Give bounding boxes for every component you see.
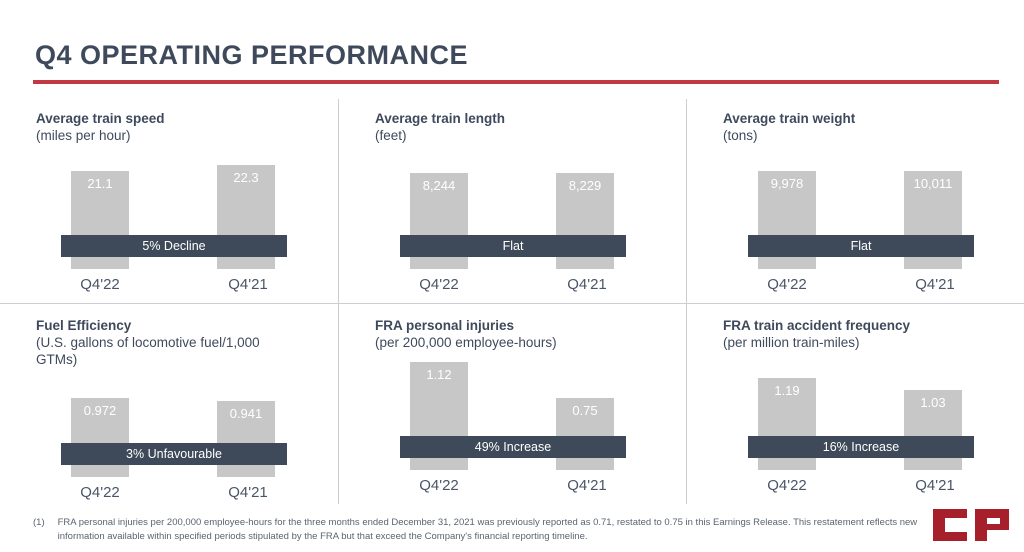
chart-fuel-efficiency: Fuel Efficiency (U.S. gallons of locomot… [0, 304, 339, 504]
chart-subtitle: (feet) [375, 127, 407, 143]
chart-title: FRA personal injuries [375, 318, 515, 333]
x-axis-labels: Q4'22 Q4'21 [748, 477, 974, 494]
bar-value-label: 10,011 [913, 176, 953, 191]
bar-q4-21: 0.941 [217, 400, 275, 477]
x-axis-labels: Q4'22 Q4'21 [748, 276, 974, 293]
cp-logo-icon [933, 509, 1009, 541]
chart-subtitle: (per million train-miles) [723, 334, 860, 350]
bar-q4-22: 0.972 [71, 397, 129, 477]
chart-fra-train-accident-frequency: FRA train accident frequency (per millio… [687, 304, 1024, 504]
bar-value-label: 22.3 [233, 170, 259, 185]
x-axis-labels: Q4'22 Q4'21 [61, 484, 287, 501]
change-banner: 16% Increase [748, 436, 974, 458]
chart-fra-personal-injuries: FRA personal injuries (per 200,000 emplo… [339, 304, 687, 504]
x-axis-labels: Q4'22 Q4'21 [400, 276, 626, 293]
bar-plot: 9,978 10,011 Flat [748, 157, 974, 269]
x-label-q4-21: Q4'21 [567, 276, 607, 293]
chart-subtitle: (miles per hour) [36, 127, 131, 143]
footnote-marker: (1) [33, 517, 45, 529]
chart-subtitle: (tons) [723, 127, 758, 143]
change-banner: 3% Unfavourable [61, 442, 287, 465]
chart-title: FRA train accident frequency [723, 318, 911, 333]
footnote-text: FRA personal injuries per 200,000 employ… [57, 517, 918, 542]
x-label-q4-21: Q4'21 [915, 477, 955, 494]
bar-value-label: 8,229 [568, 178, 602, 193]
bar-value-label: 0.941 [229, 405, 263, 421]
x-axis-labels: Q4'22 Q4'21 [61, 276, 287, 293]
x-label-q4-22: Q4'22 [419, 276, 459, 293]
x-label-q4-22: Q4'22 [767, 477, 807, 494]
x-axis-labels: Q4'22 Q4'21 [400, 477, 626, 494]
chart-title: Average train weight [723, 111, 856, 126]
bar-value-label: 0.972 [83, 402, 117, 418]
bar-plot: 0.972 0.941 3% Unfavourable [61, 369, 287, 477]
bar-value-label: 8,244 [422, 178, 456, 193]
change-banner: 5% Decline [61, 235, 287, 257]
x-label-q4-21: Q4'21 [915, 276, 955, 293]
chart-grid: Average train speed (miles per hour) 21.… [0, 99, 1024, 504]
change-banner: Flat [400, 235, 626, 257]
chart-average-train-speed: Average train speed (miles per hour) 21.… [0, 99, 339, 304]
bar-value-label: 21.1 [87, 176, 113, 191]
bar-value-label: 0.75 [572, 403, 598, 418]
accent-rule [33, 80, 999, 84]
bar-plot: 21.1 22.3 5% Decline [61, 157, 287, 269]
chart-subtitle: (U.S. gallons of locomotive fuel/1,000 G… [36, 334, 260, 367]
slide-header: Q4 OPERATING PERFORMANCE [0, 0, 1024, 84]
chart-average-train-weight: Average train weight (tons) 9,978 10,011… [687, 99, 1024, 304]
bar-value-label: 1.19 [774, 383, 800, 398]
bar-value-label: 1.12 [426, 367, 452, 382]
bar-q4-21: 0.75 [556, 398, 614, 470]
x-label-q4-21: Q4'21 [567, 477, 607, 494]
x-label-q4-22: Q4'22 [419, 477, 459, 494]
chart-subtitle: (per 200,000 employee-hours) [375, 334, 557, 350]
x-label-q4-21: Q4'21 [228, 483, 268, 501]
page-title: Q4 OPERATING PERFORMANCE [35, 40, 469, 70]
bar-q4-21: 1.03 [904, 390, 962, 470]
bar-plot: 8,244 8,229 Flat [400, 157, 626, 269]
x-label-q4-21: Q4'21 [228, 276, 268, 293]
chart-average-train-length: Average train length (feet) 8,244 8,229 … [339, 99, 687, 304]
bar-plot: 1.12 0.75 49% Increase [400, 362, 626, 470]
chart-title: Fuel Efficiency [36, 318, 132, 333]
x-label-q4-22: Q4'22 [767, 276, 807, 293]
x-label-q4-22: Q4'22 [80, 276, 120, 293]
bar-value-label: 1.03 [920, 395, 946, 410]
chart-title: Average train speed [36, 111, 165, 126]
bar-plot: 1.19 1.03 16% Increase [748, 362, 974, 470]
x-label-q4-22: Q4'22 [80, 483, 120, 501]
bar-value-label: 9,978 [770, 176, 804, 191]
footnote: (1) FRA personal injuries per 200,000 em… [33, 516, 920, 543]
change-banner: Flat [748, 235, 974, 257]
cp-logo [933, 509, 1011, 547]
change-banner: 49% Increase [400, 436, 626, 458]
chart-title: Average train length [375, 111, 506, 126]
